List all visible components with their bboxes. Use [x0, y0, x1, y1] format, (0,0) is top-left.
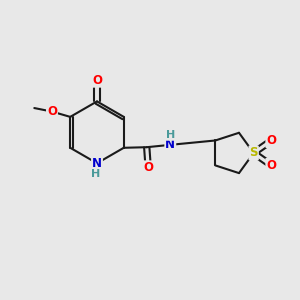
Text: O: O	[92, 74, 102, 87]
Text: H: H	[91, 169, 100, 178]
Text: O: O	[143, 161, 153, 174]
Text: O: O	[266, 134, 276, 147]
Text: H: H	[166, 130, 175, 140]
Text: N: N	[165, 138, 175, 151]
Text: O: O	[47, 105, 57, 118]
Text: O: O	[266, 159, 276, 172]
Text: S: S	[249, 146, 258, 159]
Text: N: N	[92, 157, 102, 170]
